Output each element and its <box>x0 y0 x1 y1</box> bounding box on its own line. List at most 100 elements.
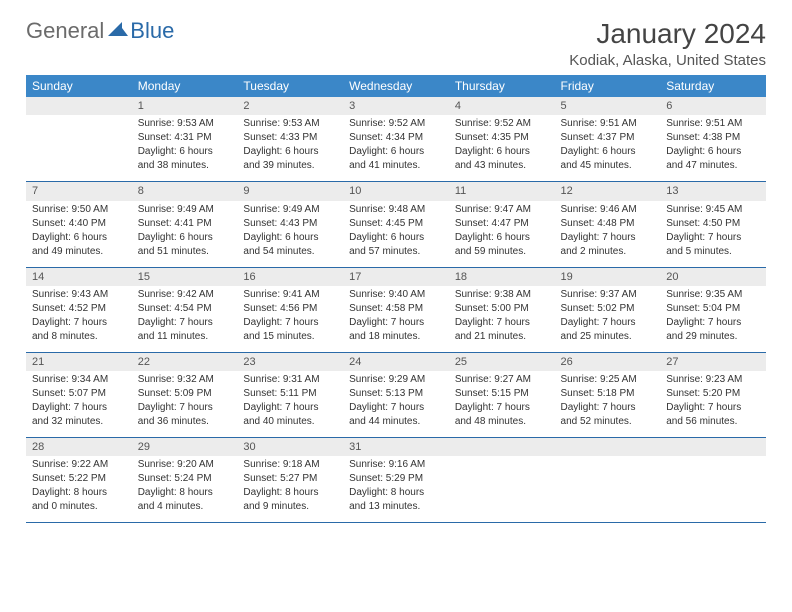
day-detail-line: Sunrise: 9:47 AM <box>455 203 549 216</box>
day-detail-line: Sunrise: 9:48 AM <box>349 203 443 216</box>
calendar-table: SundayMondayTuesdayWednesdayThursdayFrid… <box>26 75 766 523</box>
day-detail-line: and 48 minutes. <box>455 415 549 428</box>
day-number-cell: 14 <box>26 267 132 286</box>
logo-text-general: General <box>26 18 104 44</box>
day-detail-cell: Sunrise: 9:53 AMSunset: 4:33 PMDaylight:… <box>237 115 343 182</box>
day-number-cell: 26 <box>555 352 661 371</box>
day-detail-line: Sunset: 4:54 PM <box>138 302 232 315</box>
day-detail-cell: Sunrise: 9:23 AMSunset: 5:20 PMDaylight:… <box>660 371 766 438</box>
day-number-cell: 8 <box>132 182 238 201</box>
day-detail-line: Sunrise: 9:49 AM <box>243 203 337 216</box>
day-detail-line: Sunset: 5:13 PM <box>349 387 443 400</box>
day-detail-line: and 45 minutes. <box>561 159 655 172</box>
day-detail-line: Sunrise: 9:49 AM <box>138 203 232 216</box>
day-number-cell: 9 <box>237 182 343 201</box>
day-detail-cell <box>26 115 132 182</box>
day-detail-cell: Sunrise: 9:53 AMSunset: 4:31 PMDaylight:… <box>132 115 238 182</box>
day-detail-line: Daylight: 7 hours <box>138 316 232 329</box>
day-detail-line: Daylight: 6 hours <box>349 145 443 158</box>
day-number-cell: 13 <box>660 182 766 201</box>
day-detail-line: and 0 minutes. <box>32 500 126 513</box>
day-detail-line: and 44 minutes. <box>349 415 443 428</box>
day-number-cell <box>660 438 766 457</box>
day-detail-line: Daylight: 8 hours <box>243 486 337 499</box>
day-detail-line: and 57 minutes. <box>349 245 443 258</box>
day-detail-line: Sunset: 5:07 PM <box>32 387 126 400</box>
day-detail-line: Sunset: 5:04 PM <box>666 302 760 315</box>
day-number-cell: 30 <box>237 438 343 457</box>
day-detail-line: Sunset: 5:18 PM <box>561 387 655 400</box>
day-detail-line: and 8 minutes. <box>32 330 126 343</box>
day-detail-line: and 51 minutes. <box>138 245 232 258</box>
day-detail-line: Daylight: 6 hours <box>32 231 126 244</box>
day-number-cell <box>26 97 132 115</box>
day-detail-line: Sunset: 4:58 PM <box>349 302 443 315</box>
day-detail-line: Sunrise: 9:53 AM <box>138 117 232 130</box>
day-detail-line: and 4 minutes. <box>138 500 232 513</box>
day-detail-line: Daylight: 7 hours <box>561 316 655 329</box>
day-detail-line: Sunset: 4:43 PM <box>243 217 337 230</box>
day-detail-line: Sunrise: 9:20 AM <box>138 458 232 471</box>
day-number-cell: 5 <box>555 97 661 115</box>
day-detail-line: Daylight: 7 hours <box>32 316 126 329</box>
day-detail-line: and 36 minutes. <box>138 415 232 428</box>
day-detail-line: Daylight: 7 hours <box>243 316 337 329</box>
day-number-row: 28293031 <box>26 438 766 457</box>
day-detail-line: Sunset: 5:09 PM <box>138 387 232 400</box>
day-detail-cell: Sunrise: 9:16 AMSunset: 5:29 PMDaylight:… <box>343 456 449 523</box>
day-detail-cell: Sunrise: 9:50 AMSunset: 4:40 PMDaylight:… <box>26 201 132 268</box>
day-detail-line: and 15 minutes. <box>243 330 337 343</box>
day-detail-line: Sunrise: 9:51 AM <box>561 117 655 130</box>
day-detail-cell <box>449 456 555 523</box>
calendar-header-row: SundayMondayTuesdayWednesdayThursdayFrid… <box>26 75 766 97</box>
day-detail-line: and 40 minutes. <box>243 415 337 428</box>
day-number-cell: 25 <box>449 352 555 371</box>
day-detail-line: Daylight: 6 hours <box>455 145 549 158</box>
day-number-cell: 19 <box>555 267 661 286</box>
day-detail-cell: Sunrise: 9:25 AMSunset: 5:18 PMDaylight:… <box>555 371 661 438</box>
weekday-header: Sunday <box>26 75 132 97</box>
title-block: January 2024 Kodiak, Alaska, United Stat… <box>569 18 766 69</box>
day-detail-cell: Sunrise: 9:49 AMSunset: 4:43 PMDaylight:… <box>237 201 343 268</box>
day-detail-cell <box>555 456 661 523</box>
day-number-cell: 22 <box>132 352 238 371</box>
day-number-cell: 1 <box>132 97 238 115</box>
day-number-cell: 24 <box>343 352 449 371</box>
day-detail-cell <box>660 456 766 523</box>
day-detail-row: Sunrise: 9:22 AMSunset: 5:22 PMDaylight:… <box>26 456 766 523</box>
day-detail-cell: Sunrise: 9:52 AMSunset: 4:34 PMDaylight:… <box>343 115 449 182</box>
day-detail-cell: Sunrise: 9:18 AMSunset: 5:27 PMDaylight:… <box>237 456 343 523</box>
day-detail-line: and 41 minutes. <box>349 159 443 172</box>
day-detail-cell: Sunrise: 9:20 AMSunset: 5:24 PMDaylight:… <box>132 456 238 523</box>
day-detail-line: Sunrise: 9:37 AM <box>561 288 655 301</box>
day-detail-line: Daylight: 7 hours <box>243 401 337 414</box>
weekday-header: Wednesday <box>343 75 449 97</box>
weekday-header: Monday <box>132 75 238 97</box>
day-detail-line: Sunset: 5:24 PM <box>138 472 232 485</box>
day-detail-line: Sunset: 4:34 PM <box>349 131 443 144</box>
day-number-cell: 31 <box>343 438 449 457</box>
day-detail-line: and 32 minutes. <box>32 415 126 428</box>
day-number-cell: 10 <box>343 182 449 201</box>
day-detail-line: Daylight: 6 hours <box>455 231 549 244</box>
day-detail-cell: Sunrise: 9:41 AMSunset: 4:56 PMDaylight:… <box>237 286 343 353</box>
day-detail-line: Sunrise: 9:34 AM <box>32 373 126 386</box>
day-detail-line: Sunrise: 9:16 AM <box>349 458 443 471</box>
day-detail-line: Sunset: 4:40 PM <box>32 217 126 230</box>
day-detail-cell: Sunrise: 9:38 AMSunset: 5:00 PMDaylight:… <box>449 286 555 353</box>
day-detail-line: Daylight: 6 hours <box>666 145 760 158</box>
weekday-header: Friday <box>555 75 661 97</box>
day-detail-line: Sunset: 5:29 PM <box>349 472 443 485</box>
day-detail-line: Sunrise: 9:32 AM <box>138 373 232 386</box>
day-detail-row: Sunrise: 9:34 AMSunset: 5:07 PM Daylight:… <box>26 371 766 438</box>
day-detail-cell: Sunrise: 9:51 AMSunset: 4:37 PMDaylight:… <box>555 115 661 182</box>
header: General Blue January 2024 Kodiak, Alaska… <box>26 18 766 69</box>
day-detail-line: Sunrise: 9:23 AM <box>666 373 760 386</box>
day-detail-line: Sunset: 5:11 PM <box>243 387 337 400</box>
day-number-cell: 12 <box>555 182 661 201</box>
day-number-row: 78910111213 <box>26 182 766 201</box>
day-number-cell: 20 <box>660 267 766 286</box>
day-detail-line: Sunset: 5:02 PM <box>561 302 655 315</box>
day-detail-line: Daylight: 6 hours <box>138 145 232 158</box>
day-number-row: 123456 <box>26 97 766 115</box>
